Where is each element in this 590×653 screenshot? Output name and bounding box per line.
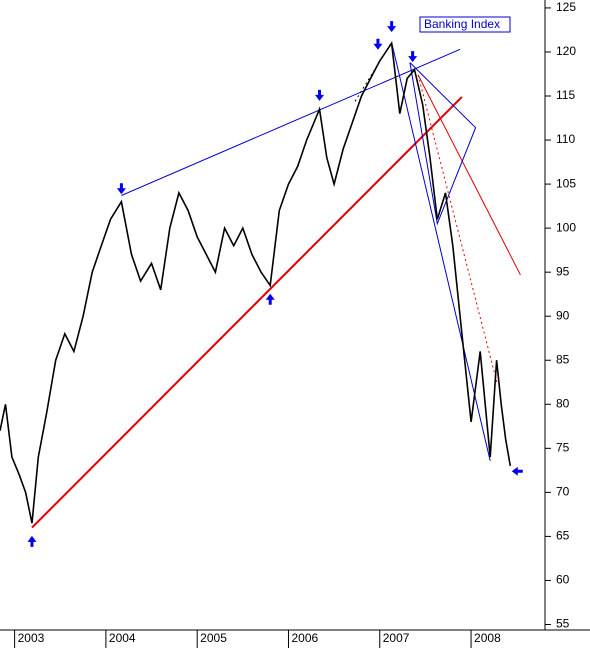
- y-tick-label: 75: [556, 440, 570, 454]
- arrow: [116, 183, 126, 195]
- price-line: [0, 40, 512, 524]
- trend-line: [417, 74, 521, 276]
- y-tick-label: 80: [556, 396, 570, 410]
- y-tick-label: 120: [556, 44, 576, 58]
- y-tick-label: 105: [556, 176, 576, 190]
- trend-line: [409, 62, 477, 226]
- x-tick-label: 2006: [291, 631, 318, 645]
- x-tick-label: 2008: [474, 631, 501, 645]
- trend-line: [391, 42, 491, 461]
- y-tick-label: 125: [556, 0, 576, 14]
- trend-line: [121, 48, 461, 196]
- x-tick-label: 2007: [383, 631, 410, 645]
- y-tick-label: 110: [556, 132, 575, 146]
- y-tick-label: 60: [556, 573, 570, 587]
- arrow: [27, 535, 37, 547]
- y-tick-label: 55: [556, 617, 570, 631]
- dashed-line: [417, 74, 498, 386]
- x-tick-label: 2003: [18, 631, 45, 645]
- arrow: [315, 89, 325, 101]
- arrow: [408, 51, 418, 63]
- y-tick-label: 70: [556, 485, 570, 499]
- legend-label: Banking Index: [424, 17, 500, 31]
- x-tick-label: 2005: [200, 631, 227, 645]
- x-tick-label: 2004: [109, 631, 136, 645]
- y-tick-label: 90: [556, 308, 570, 322]
- arrow: [511, 466, 523, 476]
- y-tick-label: 100: [556, 220, 576, 234]
- y-tick-label: 115: [556, 88, 575, 102]
- y-tick-label: 65: [556, 529, 570, 543]
- arrow: [373, 38, 383, 50]
- arrow: [387, 21, 397, 33]
- arrow: [265, 293, 275, 305]
- legend-box: [419, 16, 511, 33]
- y-tick-label: 95: [556, 264, 570, 278]
- trend-line: [31, 96, 463, 529]
- y-tick-label: 85: [556, 352, 570, 366]
- dashed-line: [354, 42, 393, 102]
